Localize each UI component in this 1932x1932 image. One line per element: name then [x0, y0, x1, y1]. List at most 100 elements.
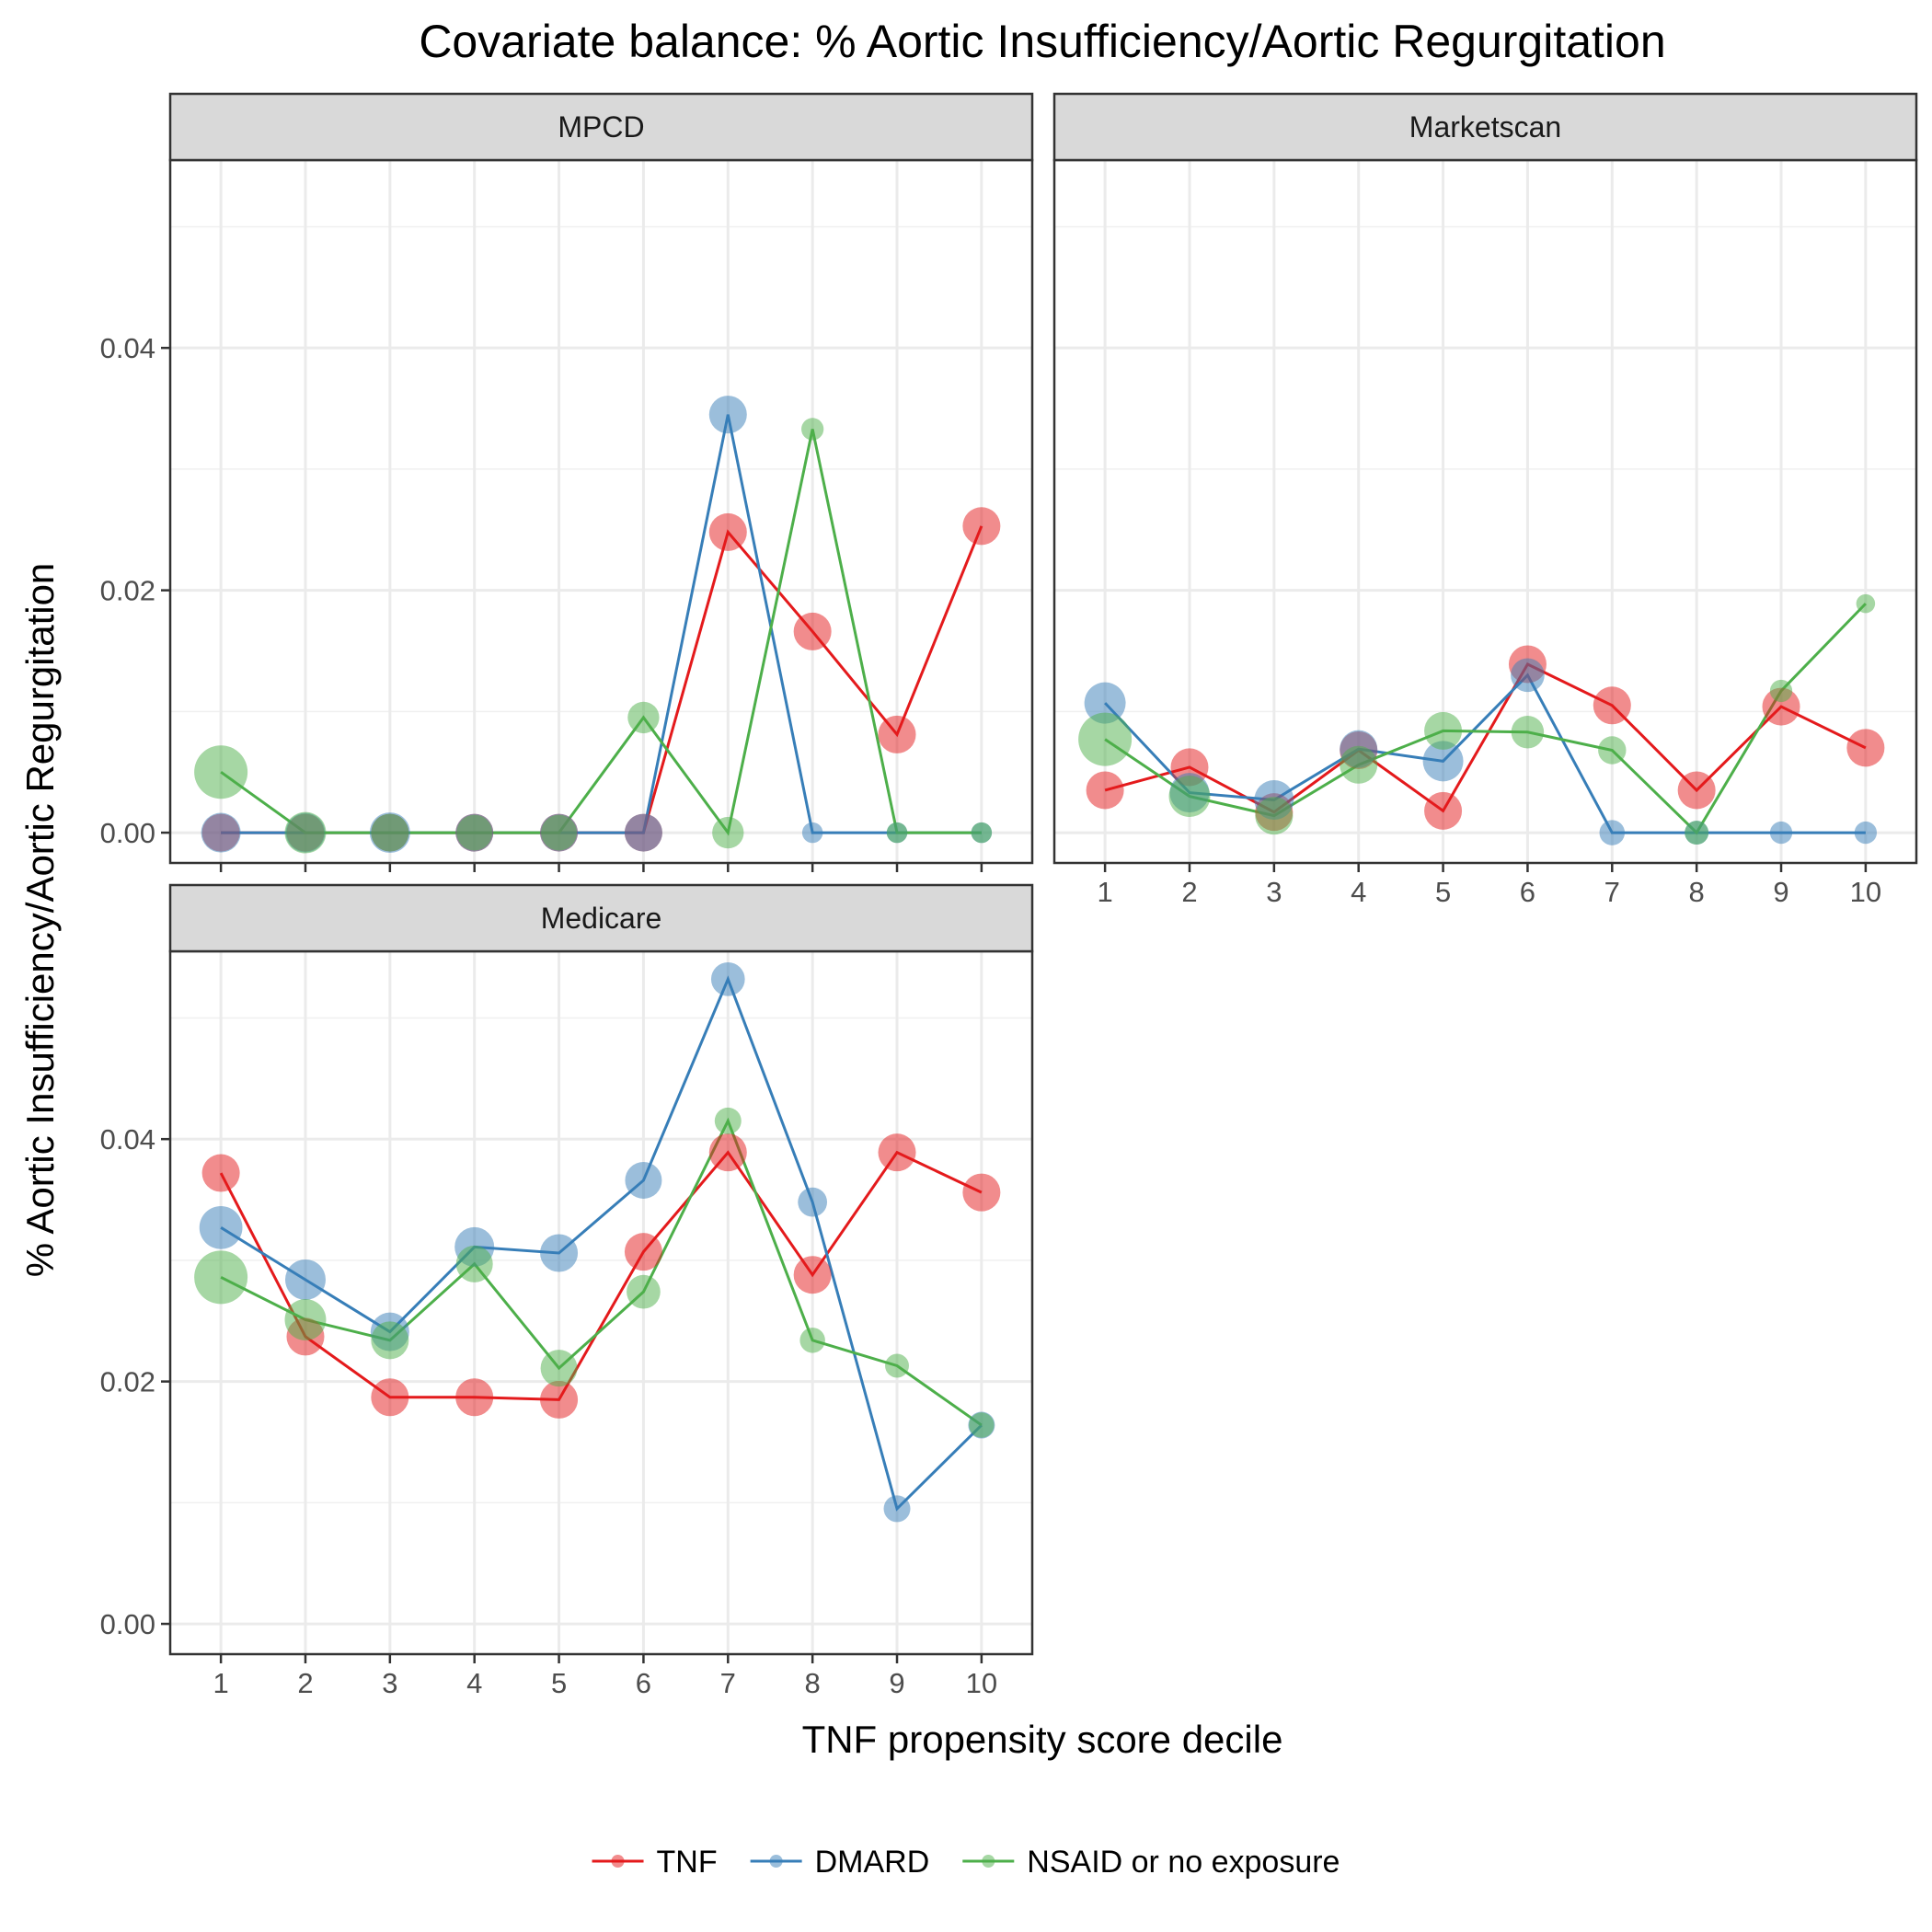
strip-label: Marketscan	[1409, 110, 1561, 144]
data-point-dmard	[624, 813, 662, 852]
data-point-nsaid-or-no-exposure	[455, 1245, 493, 1282]
data-point-dmard	[284, 1259, 326, 1300]
x-tick-label: 3	[1266, 876, 1282, 908]
data-point-dmard	[540, 1234, 579, 1272]
x-tick-label: 8	[1689, 876, 1705, 908]
series-line-dmard	[1104, 673, 1866, 834]
data-point-tnf	[455, 1378, 494, 1417]
legend-label: TNF	[657, 1845, 718, 1880]
series-group	[194, 961, 1001, 1523]
series-line-tnf	[219, 1150, 983, 1401]
y-tick-label: 0.00	[100, 817, 155, 849]
panel-background	[1054, 160, 1916, 863]
legend-label: DMARD	[815, 1845, 930, 1880]
data-point-nsaid-or-no-exposure	[714, 1107, 742, 1134]
data-point-nsaid-or-no-exposure	[284, 811, 327, 854]
data-point-nsaid-or-no-exposure	[885, 1353, 909, 1378]
chart-title: Covariate balance: % Aortic Insufficienc…	[419, 16, 1665, 67]
y-tick-label: 0.04	[100, 332, 155, 364]
data-point-dmard	[1769, 821, 1793, 845]
strip-background	[168, 883, 1034, 953]
data-point-nsaid-or-no-exposure	[371, 813, 409, 852]
data-point-nsaid-or-no-exposure	[712, 816, 744, 849]
data-point-tnf	[1593, 686, 1631, 725]
x-tick-label: 6	[636, 1667, 651, 1699]
y-tick-label: 0.02	[100, 575, 155, 607]
panel-marketscan: Marketscan 1 2 3 4 5 6 7 8 9 10	[1052, 92, 1918, 908]
data-point-nsaid-or-no-exposure	[1769, 679, 1793, 703]
legend-key-point	[611, 1855, 625, 1868]
x-axis-title: TNF propensity score decile	[802, 1718, 1283, 1761]
data-point-tnf	[540, 1380, 579, 1419]
data-point-nsaid-or-no-exposure	[1511, 715, 1545, 749]
data-point-nsaid-or-no-exposure	[1598, 736, 1627, 765]
data-point-dmard	[1511, 658, 1545, 693]
x-tick-label: 7	[1604, 876, 1620, 908]
data-point-dmard	[798, 1187, 828, 1217]
x-tick-label: 4	[466, 1667, 482, 1699]
x-tick-label: 10	[966, 1667, 997, 1699]
data-point-nsaid-or-no-exposure	[284, 1298, 327, 1340]
data-point-tnf	[962, 1173, 1001, 1212]
data-point-nsaid-or-no-exposure	[194, 745, 248, 799]
data-point-tnf	[1086, 771, 1124, 810]
data-point-tnf	[878, 1133, 916, 1172]
y-axis-title: % Aortic Insufficiency/Aortic Regurgitat…	[18, 563, 62, 1278]
data-point-dmard	[1422, 741, 1464, 782]
data-point-nsaid-or-no-exposure	[1685, 821, 1709, 845]
data-point-tnf	[962, 507, 1001, 546]
data-point-dmard	[1084, 682, 1126, 724]
panel-mpcd: MPCD 0.00 0.02 0.04	[100, 92, 1034, 872]
series-group	[194, 396, 1001, 854]
data-point-tnf	[624, 1233, 662, 1271]
x-tick-label: 5	[551, 1667, 567, 1699]
x-tick-label: 7	[720, 1667, 736, 1699]
legend-key-point	[769, 1855, 783, 1868]
data-point-nsaid-or-no-exposure	[194, 1250, 248, 1305]
strip-background	[1052, 92, 1918, 162]
x-tick-label: 1	[1097, 876, 1112, 908]
data-point-dmard	[1599, 820, 1626, 845]
strip-background	[168, 92, 1034, 162]
legend-item-tnf: TNF	[592, 1845, 718, 1880]
data-point-tnf	[1846, 729, 1885, 767]
data-point-nsaid-or-no-exposure	[1424, 711, 1463, 750]
data-point-nsaid-or-no-exposure	[627, 701, 660, 734]
x-tick-label: 6	[1520, 876, 1535, 908]
data-point-dmard	[883, 1495, 911, 1523]
legend: TNF DMARD NSAID or no exposure	[592, 1845, 1340, 1880]
data-point-nsaid-or-no-exposure	[541, 814, 578, 851]
data-point-nsaid-or-no-exposure	[1856, 593, 1876, 614]
data-point-tnf	[371, 1378, 409, 1417]
data-point-nsaid-or-no-exposure	[1078, 712, 1133, 766]
legend-key-point	[982, 1855, 995, 1868]
x-tick-label: 2	[297, 1667, 313, 1699]
data-point-nsaid-or-no-exposure	[540, 1350, 578, 1387]
panel-medicare: Medicare 0.00 0.02 0.04 1 2 3 4 5 6 7 8 9 10	[100, 883, 1034, 1699]
data-point-nsaid-or-no-exposure	[801, 418, 824, 441]
strip-label: Medicare	[541, 902, 662, 935]
data-point-tnf	[201, 1154, 240, 1192]
data-point-dmard	[1854, 821, 1878, 845]
x-tick-label: 1	[213, 1667, 228, 1699]
data-point-dmard	[625, 1161, 662, 1199]
data-point-nsaid-or-no-exposure	[971, 822, 993, 844]
data-point-tnf	[1677, 771, 1716, 810]
y-tick-label: 0.04	[100, 1123, 155, 1156]
data-point-tnf	[1424, 791, 1463, 830]
data-point-nsaid-or-no-exposure	[1255, 797, 1294, 835]
data-point-tnf	[793, 1256, 832, 1294]
data-point-tnf	[878, 715, 916, 753]
series-line-nsaid-or-no-exposure	[220, 429, 982, 836]
x-tick-label: 3	[382, 1667, 397, 1699]
panel-background	[170, 160, 1032, 863]
legend-label: NSAID or no exposure	[1027, 1845, 1340, 1880]
data-point-dmard	[801, 822, 823, 844]
legend-item-dmard: DMARD	[750, 1845, 930, 1880]
strip-label: MPCD	[558, 110, 644, 144]
series-line-dmard	[220, 975, 983, 1512]
x-tick-label: 10	[1850, 876, 1881, 908]
series-line-nsaid-or-no-exposure	[1104, 603, 1867, 835]
